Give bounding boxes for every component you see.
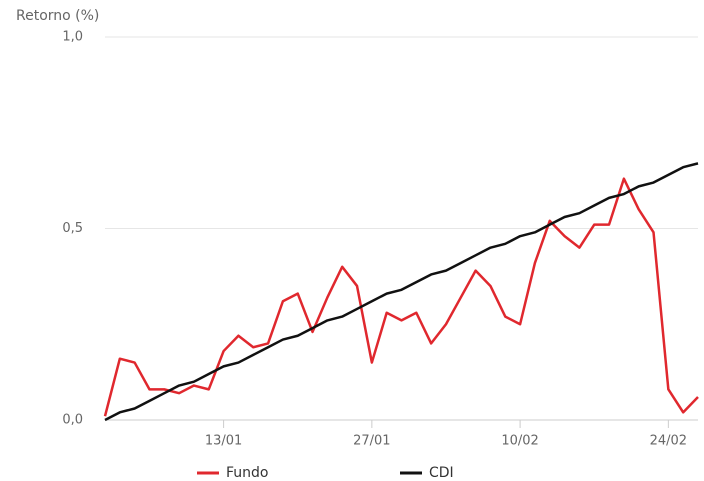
line-series [103, 177, 699, 417]
y-tick-label: 0,0 [62, 413, 83, 428]
y-tick-label: 0,5 [62, 221, 83, 236]
legend-label: CDI [429, 465, 454, 481]
y-tick-label: 1,0 [62, 30, 83, 45]
x-tick-label: 13/01 [205, 434, 242, 449]
y-axis-label: Retorno (%) [16, 8, 99, 24]
x-tick-label: 24/02 [650, 434, 687, 449]
line-series [104, 162, 699, 422]
x-tick-label: 10/02 [501, 434, 538, 449]
legend: Fundo CDI [197, 465, 454, 481]
legend-label: Fundo [226, 465, 269, 481]
x-tick-label: 27/01 [353, 434, 390, 449]
